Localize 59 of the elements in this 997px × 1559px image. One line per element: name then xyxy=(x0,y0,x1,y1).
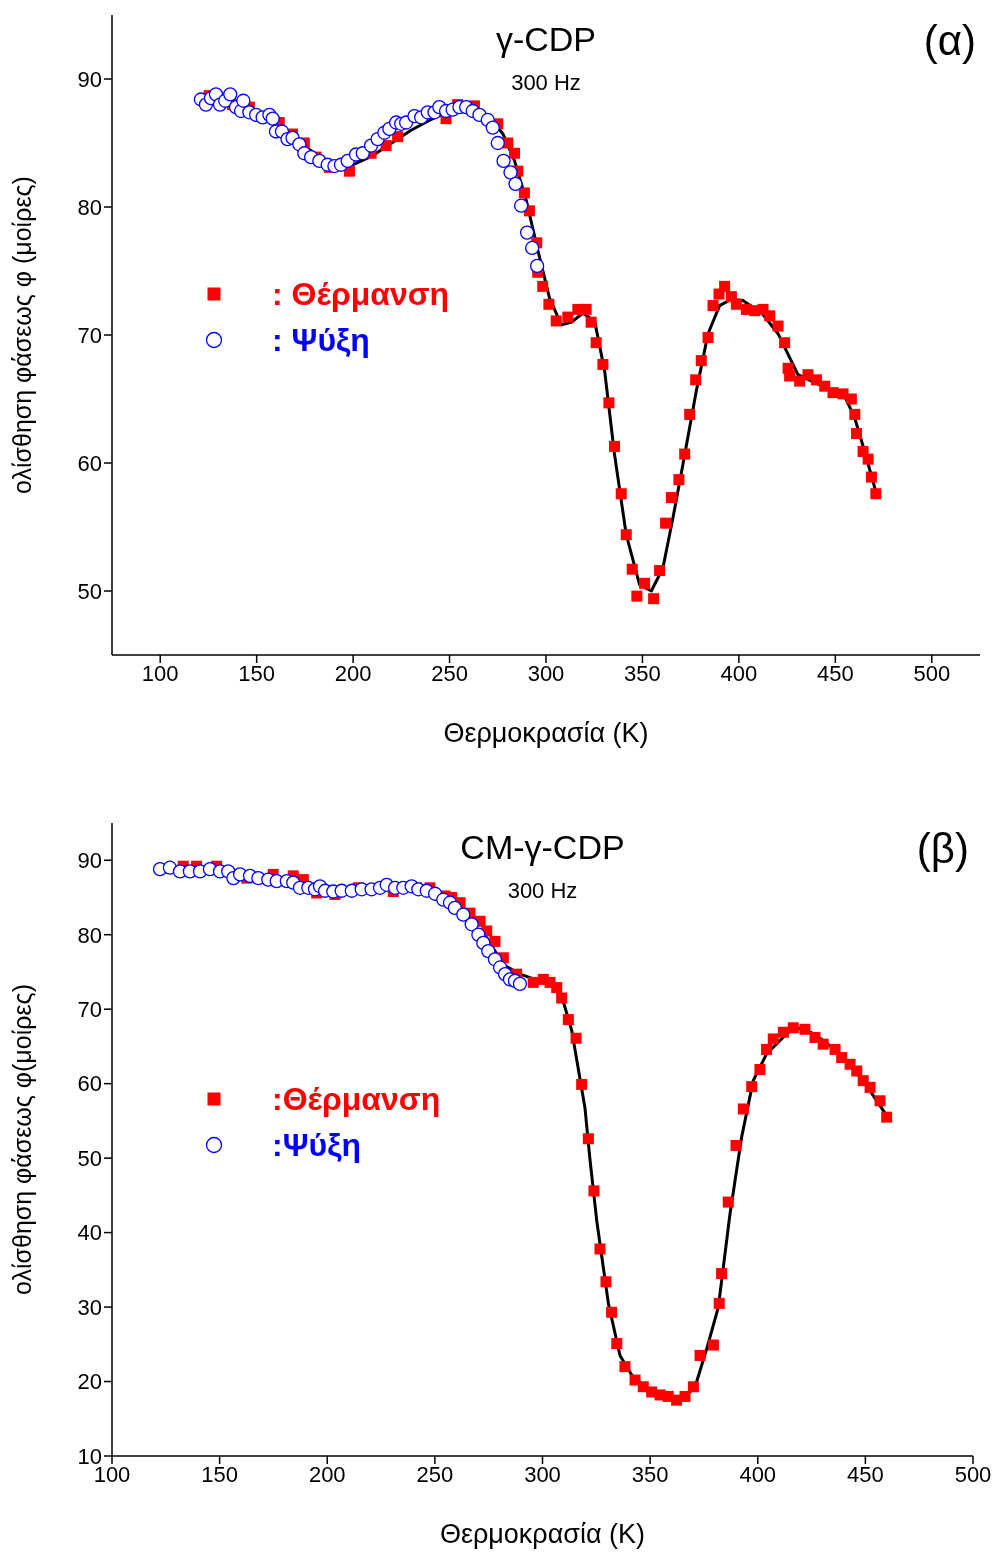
x-tick-label: 250 xyxy=(416,1461,454,1487)
x-tick-label: 300 xyxy=(524,1461,561,1487)
x-tick-label: 200 xyxy=(308,1461,346,1487)
x-tick-label: 250 xyxy=(431,660,468,686)
y-tick-label: 40 xyxy=(77,1220,102,1246)
x-tick-label: 500 xyxy=(913,660,951,686)
y-axis-title: ολίσθηση φάσεως φ(μοίρες) xyxy=(7,984,36,1295)
annotation: (α) xyxy=(923,17,976,65)
x-tick-label: 150 xyxy=(201,1461,238,1487)
y-tick-label: 60 xyxy=(77,1071,102,1097)
y-tick-label: 90 xyxy=(77,848,102,874)
point xyxy=(524,240,540,256)
text: 300 Hz xyxy=(506,878,579,904)
point xyxy=(485,120,500,135)
x-tick-label: 500 xyxy=(954,1461,992,1487)
point xyxy=(496,153,511,169)
y-tick-label: 80 xyxy=(77,922,102,948)
x-tick-label: 100 xyxy=(141,660,179,686)
chart-title: CM-γ-CDP xyxy=(460,828,625,866)
y-tick-label: 90 xyxy=(77,66,102,92)
y-axis-title: ολίσθηση φάσεως φ (μοίρες) xyxy=(7,176,36,494)
text: 300 Hz xyxy=(510,70,582,96)
point xyxy=(512,976,528,992)
y-tick-label: 80 xyxy=(77,194,102,220)
x-tick-label: 450 xyxy=(816,660,854,686)
x-tick-label: 350 xyxy=(624,660,661,686)
y-tick-label: 70 xyxy=(77,322,102,348)
legend-label: : Ψύξη xyxy=(272,321,370,358)
y-tick-label: 20 xyxy=(77,1369,102,1395)
x-tick-label: 300 xyxy=(527,660,565,686)
x-axis-title: Θερμοκρασία (K) xyxy=(443,718,649,748)
annotation: (β) xyxy=(916,825,969,873)
legend-label: :Ψύξη xyxy=(272,1126,361,1163)
x-axis-title: Θερμοκρασία (K) xyxy=(439,1519,646,1549)
chart-title: γ-CDP xyxy=(495,20,597,58)
x-tick-label: 400 xyxy=(720,660,758,686)
legend-label: :Θέρμανση xyxy=(272,1080,441,1117)
point xyxy=(508,176,523,192)
point xyxy=(265,111,280,126)
x-tick-label: 450 xyxy=(847,1461,884,1487)
y-tick-label: 30 xyxy=(77,1294,102,1320)
point xyxy=(513,198,529,213)
x-tick-label: 200 xyxy=(334,660,372,686)
point xyxy=(529,258,545,274)
x-tick-label: 350 xyxy=(631,1461,669,1487)
point xyxy=(223,87,238,102)
legend-label: : Θέρμανση xyxy=(272,275,450,312)
point xyxy=(236,93,251,108)
x-tick-label: 150 xyxy=(238,660,276,686)
x-tick-label: 400 xyxy=(739,1461,777,1487)
point xyxy=(503,165,518,180)
y-tick-label: 70 xyxy=(77,996,102,1022)
point xyxy=(464,917,479,932)
point xyxy=(490,135,505,151)
point xyxy=(519,225,535,240)
y-tick-label: 60 xyxy=(77,450,102,476)
y-tick-label: 50 xyxy=(77,1145,102,1171)
y-tick-label: 50 xyxy=(77,578,102,604)
point xyxy=(456,907,471,922)
